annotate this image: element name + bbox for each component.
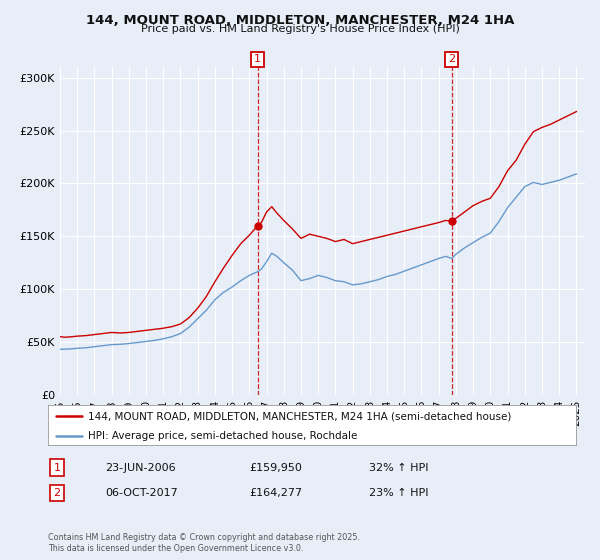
Text: £164,277: £164,277 — [249, 488, 302, 498]
Text: Contains HM Land Registry data © Crown copyright and database right 2025.
This d: Contains HM Land Registry data © Crown c… — [48, 533, 360, 553]
Text: 1: 1 — [53, 463, 61, 473]
Text: 144, MOUNT ROAD, MIDDLETON, MANCHESTER, M24 1HA: 144, MOUNT ROAD, MIDDLETON, MANCHESTER, … — [86, 14, 514, 27]
Text: 23-JUN-2006: 23-JUN-2006 — [105, 463, 176, 473]
Text: 144, MOUNT ROAD, MIDDLETON, MANCHESTER, M24 1HA (semi-detached house): 144, MOUNT ROAD, MIDDLETON, MANCHESTER, … — [88, 411, 511, 421]
Text: £159,950: £159,950 — [249, 463, 302, 473]
Text: Price paid vs. HM Land Registry's House Price Index (HPI): Price paid vs. HM Land Registry's House … — [140, 24, 460, 34]
Text: 32% ↑ HPI: 32% ↑ HPI — [369, 463, 428, 473]
Text: 1: 1 — [254, 54, 261, 64]
Text: 2: 2 — [448, 54, 455, 64]
Text: 2: 2 — [53, 488, 61, 498]
Text: HPI: Average price, semi-detached house, Rochdale: HPI: Average price, semi-detached house,… — [88, 431, 357, 441]
Text: 23% ↑ HPI: 23% ↑ HPI — [369, 488, 428, 498]
Text: 06-OCT-2017: 06-OCT-2017 — [105, 488, 178, 498]
